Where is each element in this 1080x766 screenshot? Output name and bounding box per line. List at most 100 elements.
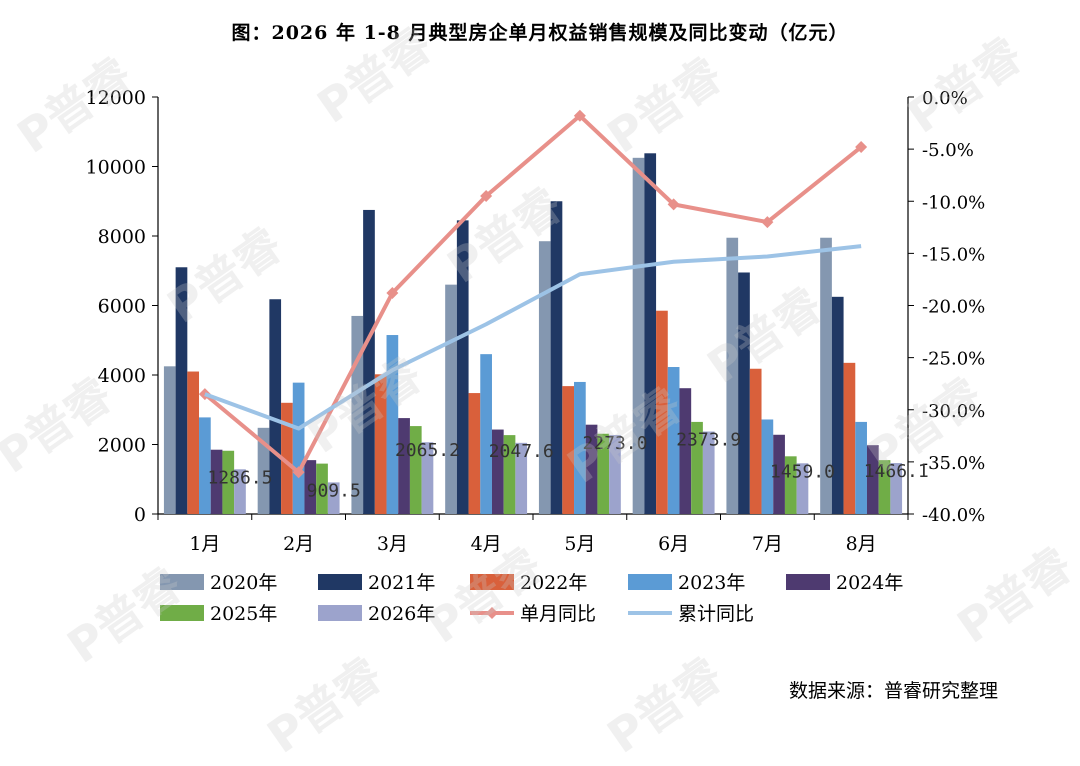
line-point-marker [573,109,586,122]
bar [386,335,399,514]
line-point-marker [761,216,774,229]
data-label: 2047.6 [489,441,554,462]
bar [292,382,305,514]
bar [491,429,504,514]
bar [702,431,715,514]
bar [585,424,598,514]
right-tick-label: -15.0% [922,244,985,265]
left-tick-label: 10000 [86,157,146,179]
bar [456,220,469,515]
x-tick-label: 5月 [564,533,595,555]
left-tick-label: 12000 [86,87,146,109]
bar [562,386,575,514]
right-tick-label: -30.0% [922,401,985,422]
bar [503,435,516,514]
cumulative-yoy-line [204,244,862,431]
bar [574,381,586,514]
right-tick-label: -5.0% [922,140,974,161]
legend-marker [486,607,498,619]
line-point-marker [855,141,868,154]
legend-swatch [628,574,672,590]
legend-label: 2020年 [210,572,277,594]
legend-label: 2022年 [520,572,587,594]
bar [761,419,774,514]
bar [480,354,492,514]
bar [632,157,645,514]
legend-label: 累计同比 [678,603,754,625]
bar [327,482,340,514]
x-tick-label: 8月 [846,533,877,555]
bar [163,366,176,514]
bar [210,449,223,514]
bar [878,460,891,514]
chart-svg: 0 2000 4000 6000 8000 10000 12000 0.0% -5.0% -10.… [86,87,986,625]
bar [667,367,680,514]
bar [890,463,903,514]
legend-swatch [318,574,362,590]
right-tick-label: -35.0% [922,453,985,474]
bar [609,435,621,514]
bar [398,418,410,514]
legend-label: 2026年 [368,603,435,625]
left-tick-label: 4000 [98,365,146,387]
legend-label: 2024年 [836,572,903,594]
right-tick-label: -10.0% [922,192,985,213]
bar [187,371,200,514]
bar [234,469,246,514]
bar [831,296,844,514]
bar [691,421,703,514]
bar [820,237,832,515]
data-label: 1466.1 [864,461,929,482]
bar [866,445,879,514]
bar [515,442,528,514]
line-point-marker [386,286,399,299]
data-label: 2373.9 [676,430,741,451]
legend-label: 2023年 [678,572,745,594]
bar [855,421,867,514]
bar [597,433,610,514]
bar [445,284,457,514]
x-tick-label: 2月 [283,533,314,555]
right-tick-label: -25.0% [922,349,985,370]
data-label: 2273.0 [582,433,647,454]
legend-swatch [318,605,362,621]
monthly-yoy-line [203,113,863,475]
line-point-marker [292,466,305,479]
data-label: 909.5 [307,480,361,501]
legend-label: 2025年 [210,603,277,625]
bar [175,267,188,514]
bar [773,434,785,514]
bar [538,241,551,514]
bar [222,450,235,514]
bar [374,374,387,514]
chart-title: 图：2026 年 1-8 月典型房企单月权益销售规模及同比变动（亿元） [231,22,849,44]
bar [468,393,481,514]
bar [363,209,375,514]
line-point-marker [667,198,680,211]
bar [269,299,282,514]
bar [257,427,270,514]
bar [726,237,739,515]
x-tick-label: 1月 [189,533,220,555]
left-tick-label: 6000 [98,296,146,318]
x-tick-label: 6月 [658,533,689,555]
data-label: 1286.5 [207,467,272,488]
legend-swatch [470,574,514,590]
legend-label: 单月同比 [520,603,596,625]
left-tick-label: 2000 [98,435,146,457]
bar [409,426,422,514]
line-point-marker [480,190,493,203]
x-tick-label: 3月 [377,533,408,555]
right-tick-label: -20.0% [922,297,985,318]
bar [796,463,809,514]
bar [281,402,293,514]
legend-swatch [160,574,204,590]
x-tick-label: 7月 [752,533,783,555]
bar [679,388,692,514]
right-tick-label: 0.0% [922,88,968,109]
left-tick-label: 8000 [98,226,146,248]
bar [550,201,563,514]
data-source: 数据来源：普睿研究整理 [788,680,998,702]
bar [316,463,328,514]
bar [843,362,856,514]
